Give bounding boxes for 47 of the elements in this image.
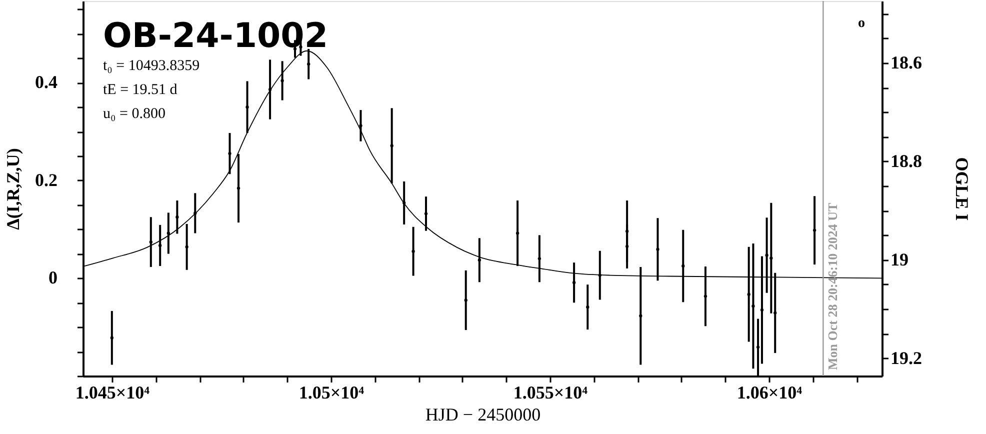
annotation: Mon Oct 28 20:46:10 2024 UT <box>825 202 840 370</box>
annotation: tE = 19.51 d <box>103 82 178 98</box>
point <box>158 244 162 248</box>
point <box>774 311 777 315</box>
y-tick-label: 0 <box>48 268 58 288</box>
point <box>110 336 114 340</box>
y2-tick-label: 19.2 <box>890 348 922 368</box>
point <box>246 106 249 109</box>
point <box>166 232 170 235</box>
x-tick-label: 1.045×10⁴ <box>75 382 150 402</box>
x-tick-label: 1.055×10⁴ <box>513 382 588 402</box>
y-tick-label: 0.2 <box>35 170 58 190</box>
point <box>236 186 240 190</box>
point <box>656 248 660 251</box>
x-axis-title: HJD − 2450000 <box>425 404 541 424</box>
annotation: o <box>858 16 865 31</box>
x-tick-label: 1.06×10⁴ <box>736 382 803 402</box>
point <box>464 298 468 302</box>
point <box>478 258 482 262</box>
y2-tick-label: 18.8 <box>890 150 922 171</box>
y2-tick-label: 19 <box>890 249 908 270</box>
point <box>747 292 750 296</box>
x-tick-label: 1.05×10⁴ <box>298 382 365 402</box>
point <box>280 79 284 82</box>
point <box>390 144 394 148</box>
text: OB-24-1002 <box>103 16 328 56</box>
annotation: u₀ = 0.800 <box>103 106 166 122</box>
point <box>586 305 590 309</box>
point <box>639 314 642 318</box>
point <box>752 304 755 308</box>
point <box>770 256 773 260</box>
point <box>424 212 428 216</box>
point <box>176 216 179 219</box>
annotation: t₀ = 10493.8359 <box>103 58 200 74</box>
point <box>307 62 310 66</box>
point <box>185 245 188 249</box>
y2-axis-title: OGLE I <box>952 157 972 221</box>
point <box>149 240 152 244</box>
point <box>765 254 768 257</box>
y2-tick-label: 18.6 <box>890 52 922 73</box>
point <box>359 124 362 128</box>
point <box>228 152 232 156</box>
y-tick-label: 0.4 <box>35 72 58 92</box>
y-axis-title: Δ(I,R,Z,U) <box>3 148 23 230</box>
point <box>412 250 415 253</box>
point <box>756 346 760 349</box>
point <box>682 264 685 268</box>
